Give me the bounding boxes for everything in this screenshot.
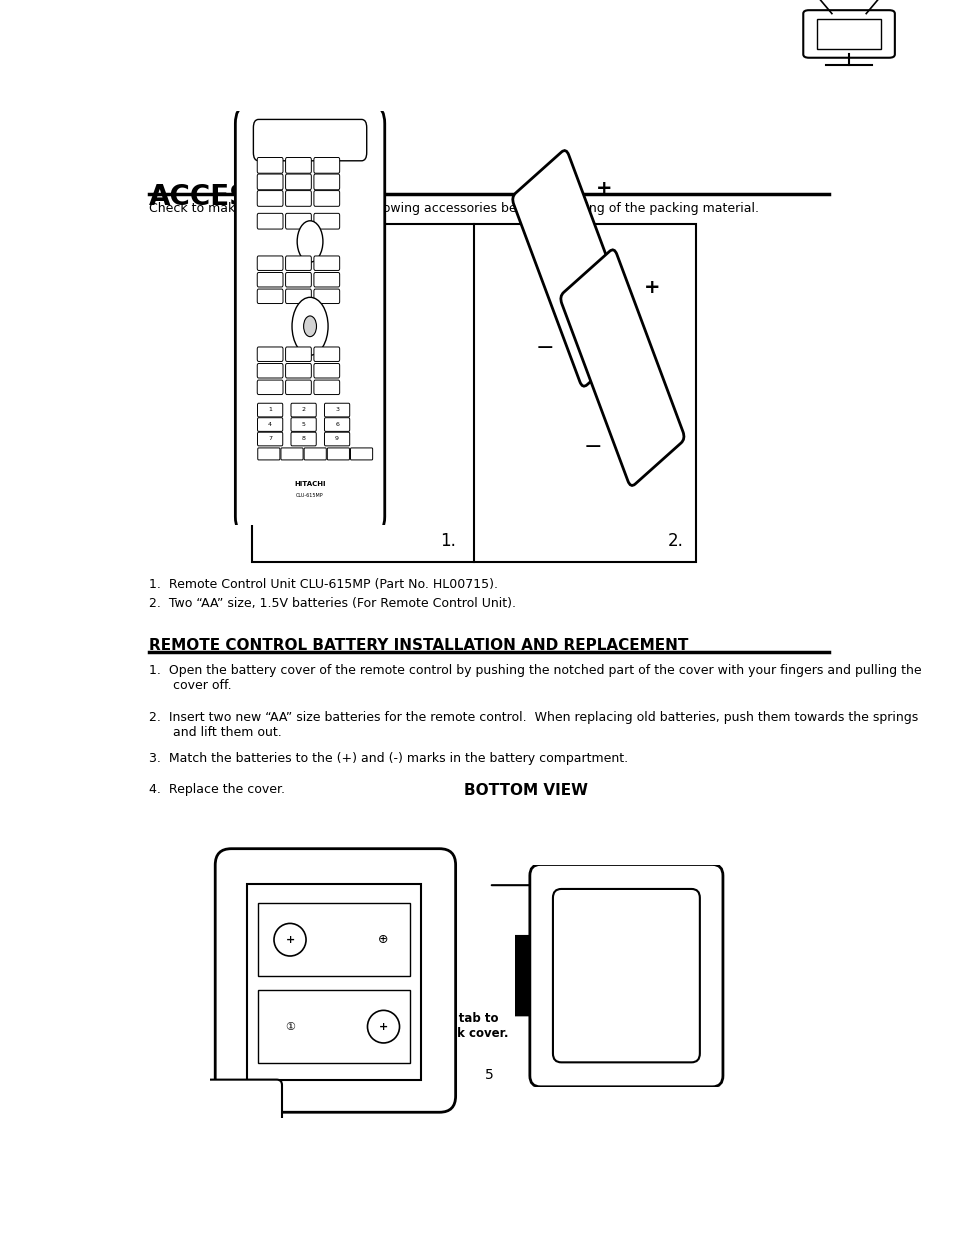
- Text: 9: 9: [335, 436, 338, 441]
- FancyBboxPatch shape: [252, 225, 696, 562]
- FancyBboxPatch shape: [314, 347, 339, 362]
- Circle shape: [274, 924, 306, 956]
- FancyBboxPatch shape: [314, 289, 339, 304]
- Text: 5: 5: [301, 422, 305, 427]
- FancyBboxPatch shape: [314, 273, 339, 287]
- FancyBboxPatch shape: [350, 448, 373, 459]
- Text: HITACHI: HITACHI: [294, 480, 326, 487]
- FancyBboxPatch shape: [215, 848, 456, 1113]
- Circle shape: [303, 316, 316, 337]
- FancyBboxPatch shape: [204, 1079, 282, 1123]
- FancyBboxPatch shape: [291, 417, 315, 431]
- Text: 6: 6: [335, 422, 338, 427]
- FancyBboxPatch shape: [280, 448, 303, 459]
- Text: 4: 4: [268, 422, 272, 427]
- FancyBboxPatch shape: [553, 889, 700, 1062]
- Text: ⊕: ⊕: [377, 934, 389, 946]
- FancyBboxPatch shape: [314, 363, 339, 378]
- Circle shape: [296, 221, 322, 262]
- FancyBboxPatch shape: [314, 174, 339, 190]
- FancyBboxPatch shape: [314, 190, 339, 206]
- FancyBboxPatch shape: [257, 417, 282, 431]
- Text: +: +: [596, 179, 612, 198]
- FancyBboxPatch shape: [257, 174, 283, 190]
- Text: REMOTE CONTROL BATTERY INSTALLATION AND REPLACEMENT: REMOTE CONTROL BATTERY INSTALLATION AND …: [149, 638, 687, 653]
- Text: 7: 7: [268, 436, 272, 441]
- Text: 4.  Replace the cover.: 4. Replace the cover.: [149, 783, 285, 797]
- Text: +: +: [285, 935, 294, 945]
- FancyBboxPatch shape: [257, 404, 282, 417]
- FancyBboxPatch shape: [257, 990, 410, 1063]
- Text: Lift up on tab to
remove back cover.: Lift up on tab to remove back cover.: [380, 1011, 508, 1040]
- FancyBboxPatch shape: [314, 256, 339, 270]
- Text: ACCESSORIES: ACCESSORIES: [149, 183, 362, 211]
- FancyBboxPatch shape: [529, 864, 722, 1087]
- Text: 2.  Insert two new “AA” size batteries for the remote control.  When replacing o: 2. Insert two new “AA” size batteries fo…: [149, 711, 917, 740]
- Text: 2.  Two “AA” size, 1.5V batteries (For Remote Control Unit).: 2. Two “AA” size, 1.5V batteries (For Re…: [149, 597, 516, 610]
- FancyBboxPatch shape: [327, 448, 349, 459]
- Text: BOTTOM VIEW: BOTTOM VIEW: [463, 783, 587, 799]
- FancyBboxPatch shape: [257, 273, 283, 287]
- FancyBboxPatch shape: [285, 380, 311, 394]
- FancyBboxPatch shape: [257, 289, 283, 304]
- Text: Check to make sure you have the following accessories before disposing of the pa: Check to make sure you have the followin…: [149, 203, 758, 215]
- Text: 3: 3: [335, 408, 338, 412]
- FancyBboxPatch shape: [257, 363, 283, 378]
- FancyBboxPatch shape: [257, 256, 283, 270]
- FancyBboxPatch shape: [314, 214, 339, 228]
- FancyBboxPatch shape: [314, 158, 339, 173]
- Text: 3.  Match the batteries to the (+) and (-) marks in the battery compartment.: 3. Match the batteries to the (+) and (-…: [149, 752, 627, 764]
- FancyBboxPatch shape: [257, 432, 282, 446]
- FancyBboxPatch shape: [560, 249, 683, 485]
- FancyBboxPatch shape: [324, 432, 350, 446]
- Text: 8: 8: [301, 436, 305, 441]
- FancyBboxPatch shape: [285, 256, 311, 270]
- FancyBboxPatch shape: [285, 347, 311, 362]
- FancyBboxPatch shape: [816, 19, 881, 49]
- FancyBboxPatch shape: [257, 190, 283, 206]
- FancyBboxPatch shape: [285, 363, 311, 378]
- FancyBboxPatch shape: [285, 289, 311, 304]
- FancyBboxPatch shape: [285, 273, 311, 287]
- FancyBboxPatch shape: [253, 120, 366, 161]
- Text: +: +: [378, 1021, 388, 1031]
- FancyBboxPatch shape: [508, 936, 546, 1015]
- Text: −: −: [582, 437, 601, 457]
- Text: 5: 5: [484, 1068, 493, 1082]
- Text: 1.  Remote Control Unit CLU-615MP (Part No. HL00715).: 1. Remote Control Unit CLU-615MP (Part N…: [149, 578, 497, 592]
- FancyBboxPatch shape: [291, 432, 315, 446]
- Text: ①: ①: [285, 1021, 294, 1031]
- FancyBboxPatch shape: [257, 903, 410, 977]
- FancyBboxPatch shape: [285, 190, 311, 206]
- FancyBboxPatch shape: [285, 214, 311, 228]
- Text: 1: 1: [268, 408, 272, 412]
- FancyBboxPatch shape: [285, 174, 311, 190]
- FancyBboxPatch shape: [257, 347, 283, 362]
- FancyBboxPatch shape: [257, 158, 283, 173]
- FancyBboxPatch shape: [324, 404, 350, 417]
- FancyBboxPatch shape: [304, 448, 326, 459]
- FancyBboxPatch shape: [247, 884, 420, 1079]
- FancyBboxPatch shape: [257, 380, 283, 394]
- FancyBboxPatch shape: [291, 404, 315, 417]
- Text: 2.: 2.: [667, 531, 682, 550]
- Text: 2: 2: [301, 408, 305, 412]
- FancyBboxPatch shape: [802, 10, 894, 58]
- Text: CLU-615MP: CLU-615MP: [296, 494, 323, 499]
- FancyBboxPatch shape: [512, 151, 636, 387]
- Circle shape: [367, 1010, 399, 1042]
- Text: 1.: 1.: [439, 531, 456, 550]
- Text: −: −: [535, 338, 554, 358]
- FancyBboxPatch shape: [257, 214, 283, 228]
- Circle shape: [292, 298, 328, 356]
- FancyBboxPatch shape: [235, 107, 384, 534]
- FancyBboxPatch shape: [314, 380, 339, 394]
- Text: +: +: [643, 278, 659, 298]
- FancyBboxPatch shape: [285, 158, 311, 173]
- FancyBboxPatch shape: [257, 448, 279, 459]
- FancyBboxPatch shape: [324, 417, 350, 431]
- Text: 1.  Open the battery cover of the remote control by pushing the notched part of : 1. Open the battery cover of the remote …: [149, 663, 921, 692]
